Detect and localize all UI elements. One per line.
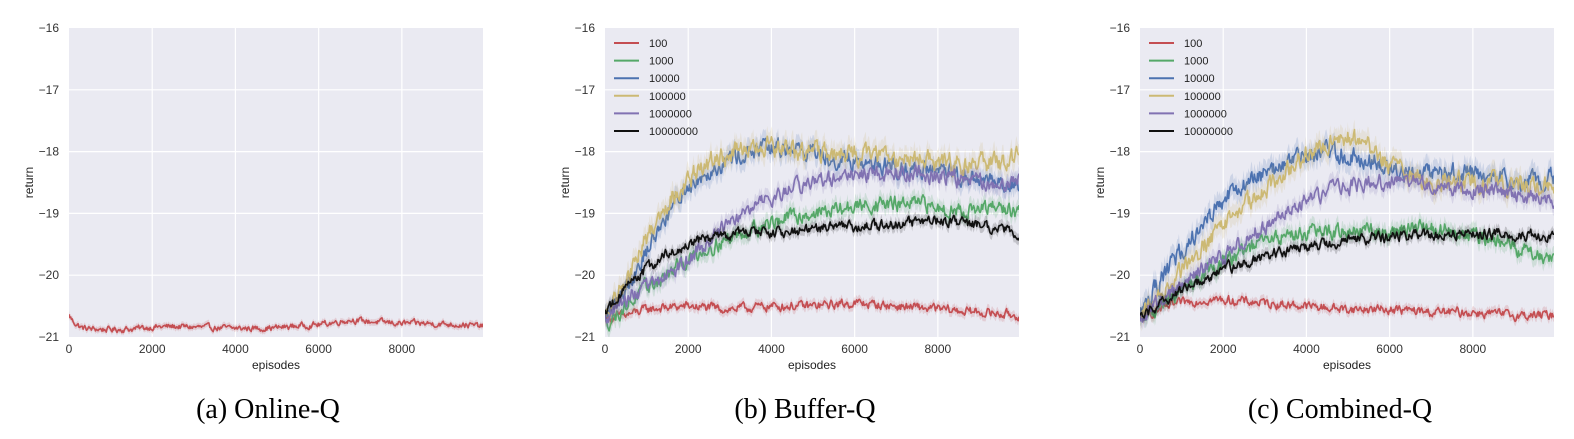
x-tick-label: 2000: [675, 342, 702, 356]
legend-label: 1000: [1184, 56, 1208, 68]
x-tick-label: 4000: [758, 342, 785, 356]
y-tick-label: −21: [39, 330, 60, 344]
legend-label: 10000: [1184, 73, 1215, 85]
legend: 100 1000 10000 100000 1000000 10000000: [614, 38, 698, 138]
legend-label: 1000000: [1184, 108, 1227, 120]
legend-label: 10000000: [649, 126, 698, 138]
legend-label: 100000: [649, 91, 686, 103]
subfigure-caption: (b) Buffer-Q: [734, 394, 875, 425]
x-tick-label: 0: [66, 342, 73, 356]
chart-panel: 0 2000 4000 6000 8000 −21 −20 −19 −18 −17 −16 episo…: [1093, 21, 1554, 425]
series-group: [69, 311, 483, 336]
series-line: [1140, 294, 1554, 323]
chart-panel: 0 2000 4000 6000 8000 −21 −20 −19 −18 −17 −16 episo…: [22, 21, 483, 425]
y-tick-label: −17: [39, 83, 60, 97]
x-tick-label: 2000: [1210, 342, 1237, 356]
x-tick-label: 2000: [139, 342, 166, 356]
chart-panel: 0 2000 4000 6000 8000 −21 −20 −19 −18 −17 −16 episo…: [558, 21, 1019, 425]
series-band: [1140, 223, 1554, 324]
series-line: [605, 164, 1019, 324]
series-band: [605, 294, 1019, 327]
series-group: [1140, 119, 1554, 332]
series-group: [605, 125, 1019, 337]
x-tick-label: 4000: [222, 342, 249, 356]
x-tick-label: 8000: [925, 342, 952, 356]
x-axis-label: episodes: [1323, 358, 1371, 372]
y-tick-label: −16: [575, 21, 596, 35]
y-tick-label: −21: [575, 330, 596, 344]
y-tick-label: −20: [1110, 268, 1131, 282]
series-line: [605, 214, 1019, 315]
y-tick-label: −17: [1110, 83, 1131, 97]
y-tick-label: −17: [575, 83, 596, 97]
x-tick-label: 8000: [389, 342, 416, 356]
x-tick-label: 8000: [1460, 342, 1487, 356]
x-tick-label: 6000: [1376, 342, 1403, 356]
x-axis-label: episodes: [788, 358, 836, 372]
y-tick-label: −19: [39, 206, 60, 220]
y-axis-label: return: [1093, 167, 1107, 198]
series-band: [1140, 119, 1554, 332]
legend-label: 10000: [649, 73, 680, 85]
legend-label: 100: [1184, 38, 1202, 50]
legend-label: 100000: [1184, 91, 1221, 103]
y-tick-label: −19: [575, 206, 596, 220]
series-line: [1140, 138, 1554, 318]
legend-label: 1000: [649, 56, 673, 68]
y-tick-label: −18: [1110, 145, 1131, 159]
y-tick-label: −20: [39, 268, 60, 282]
legend-label: 1000000: [649, 108, 692, 120]
y-tick-label: −18: [39, 145, 60, 159]
series-line: [1140, 173, 1554, 323]
legend-label: 10000000: [1184, 126, 1233, 138]
subfigure-caption: (c) Combined-Q: [1248, 394, 1432, 425]
y-tick-label: −18: [575, 145, 596, 159]
y-axis-label: return: [558, 167, 572, 198]
y-tick-label: −21: [1110, 330, 1131, 344]
x-axis-label: episodes: [252, 358, 300, 372]
series-line: [605, 298, 1019, 323]
x-tick-label: 0: [1137, 342, 1144, 356]
y-tick-label: −19: [1110, 206, 1131, 220]
series-band: [69, 311, 483, 336]
subfigure-caption: (a) Online-Q: [196, 394, 340, 425]
y-tick-label: −16: [39, 21, 60, 35]
x-tick-label: 6000: [841, 342, 868, 356]
y-tick-label: −16: [1110, 21, 1131, 35]
legend-label: 100: [649, 38, 667, 50]
x-tick-label: 0: [602, 342, 609, 356]
y-axis-label: return: [22, 167, 36, 198]
y-tick-label: −20: [575, 268, 596, 282]
plot-area: [69, 28, 483, 337]
x-tick-label: 6000: [305, 342, 332, 356]
series-line: [69, 314, 483, 334]
x-tick-label: 4000: [1293, 342, 1320, 356]
plot-area: [1140, 28, 1554, 337]
series-line: [1140, 227, 1554, 319]
legend: 100 1000 10000 100000 1000000 10000000: [1149, 38, 1233, 138]
series-line: [605, 135, 1019, 318]
